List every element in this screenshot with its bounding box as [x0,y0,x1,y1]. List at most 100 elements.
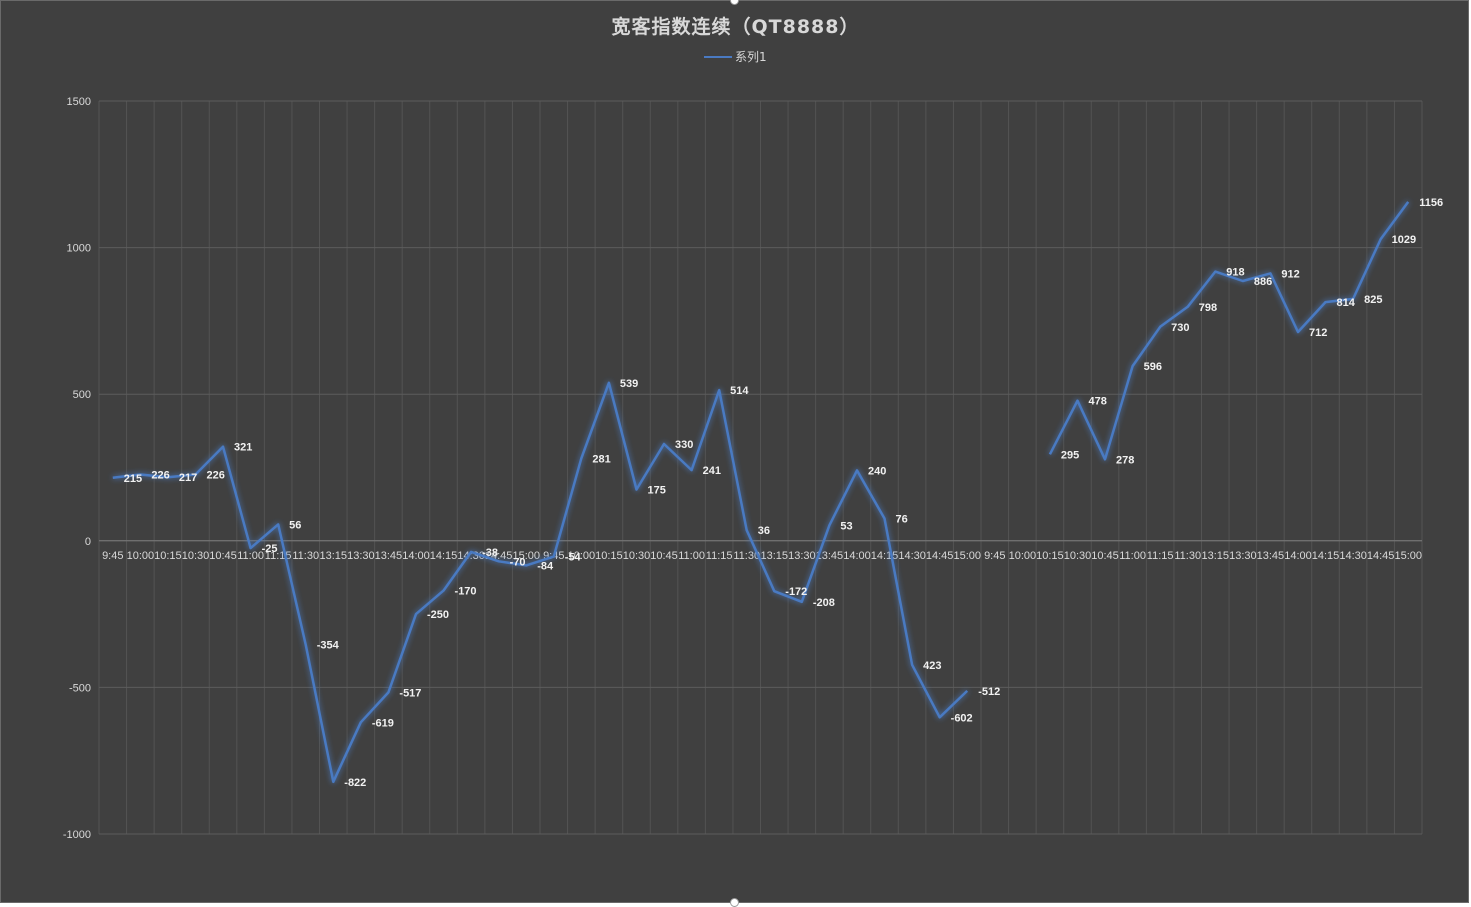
x-tick-label: 15:00 [953,550,981,562]
x-tick-label: 13:30 [347,550,375,562]
x-tick-label: 14:45 [926,550,954,562]
data-label: -25 [262,543,278,555]
x-tick-label: 10:15 [154,550,182,562]
data-label: -602 [951,712,973,724]
x-tick-label: 14:00 [402,550,430,562]
data-label: 814 [1337,297,1356,309]
x-tick-label: 10:00 [127,550,155,562]
data-label: 330 [675,439,693,451]
data-label: 478 [1088,396,1106,408]
x-tick-label: 13:15 [1202,550,1230,562]
x-tick-label: 11:30 [292,550,319,562]
x-tick-label: 15:00 [512,550,540,562]
x-tick-label: 13:45 [816,550,844,562]
data-label: 295 [1061,449,1079,461]
x-tick-label: 11:00 [237,550,264,562]
data-label: -822 [344,777,366,789]
y-tick-label: 500 [73,389,91,401]
data-label: -70 [510,556,526,568]
data-label: -172 [785,586,807,598]
legend-swatch [704,55,732,58]
x-tick-label: 14:15 [430,550,458,562]
data-label: 215 [124,473,142,485]
x-tick-label: 13:15 [320,550,348,562]
data-label: 825 [1364,294,1382,306]
data-label: 712 [1309,327,1327,339]
data-label: -619 [372,717,394,729]
data-label: 918 [1226,267,1244,279]
data-label: 76 [896,514,908,526]
x-tick-label: 9:45 [102,550,123,562]
data-label: 278 [1116,454,1134,466]
x-tick-label: 13:30 [1229,550,1257,562]
data-label: -38 [482,547,498,559]
x-tick-label: 14:45 [1367,550,1395,562]
data-label: 217 [179,472,197,484]
data-label: 912 [1281,268,1299,280]
data-label: -512 [978,686,1000,698]
x-tick-label: 10:00 [568,550,596,562]
data-label: -208 [813,597,835,609]
data-label: -250 [427,609,449,621]
x-tick-label: 10:45 [650,550,678,562]
x-tick-label: 13:45 [375,550,403,562]
data-label: 175 [647,484,665,496]
data-label: 226 [206,470,224,482]
series-line [1048,201,1410,461]
x-tick-label: 10:00 [1009,550,1037,562]
x-tick-label: 11:00 [1119,550,1146,562]
x-tick-label: 10:15 [595,550,623,562]
data-label: 36 [758,525,770,537]
series-line [112,381,969,784]
x-tick-label: 13:30 [788,550,816,562]
x-tick-label: 10:30 [623,550,651,562]
x-tick-label: 11:30 [1174,550,1201,562]
x-tick-label: 9:45 [984,550,1005,562]
data-label: 1029 [1392,234,1416,246]
data-label: 240 [868,465,886,477]
x-tick-label: 11:00 [678,550,705,562]
x-tick-label: 10:30 [1064,550,1092,562]
data-label: 56 [289,519,301,531]
x-tick-label: 10:30 [182,550,210,562]
data-label: -354 [317,640,340,652]
x-tick-label: 11:15 [1147,550,1174,562]
data-label: -84 [537,560,554,572]
resize-handle-top[interactable] [730,0,739,5]
y-tick-label: 1000 [67,243,91,255]
x-tick-label: 14:30 [457,550,485,562]
data-label: -54 [565,552,582,564]
data-label: 226 [151,470,169,482]
data-label: -170 [455,586,477,598]
data-label: 514 [730,385,749,397]
chart-title: 宽客指数连续（QT8888） [611,16,860,38]
x-tick-label: 13:15 [761,550,789,562]
x-tick-label: 14:30 [1339,550,1367,562]
x-tick-label: 10:45 [209,550,237,562]
x-tick-label: 13:45 [1257,550,1285,562]
data-label: 53 [840,520,852,532]
x-tick-label: 14:00 [843,550,871,562]
x-tick-label: 15:00 [1394,550,1422,562]
data-label: 321 [234,442,252,454]
legend: 系列1 [704,48,767,65]
legend-label: 系列1 [735,50,767,64]
data-label: 730 [1171,322,1189,334]
x-tick-label: 10:45 [1091,550,1119,562]
x-tick-label: 11:15 [706,550,733,562]
y-tick-label: -1000 [63,829,91,841]
data-label: 886 [1254,276,1272,288]
data-label: 798 [1199,302,1217,314]
data-label: 1156 [1419,197,1443,209]
data-label: 281 [592,453,610,465]
y-tick-label: 0 [85,536,91,548]
data-label: -517 [399,687,421,699]
data-label: 241 [703,465,721,477]
x-tick-label: 14:30 [898,550,926,562]
x-tick-label: 10:15 [1036,550,1064,562]
y-tick-label: -500 [69,682,91,694]
data-label: 596 [1144,361,1162,373]
x-tick-label: 11:30 [733,550,760,562]
y-tick-label: 1500 [67,96,91,108]
